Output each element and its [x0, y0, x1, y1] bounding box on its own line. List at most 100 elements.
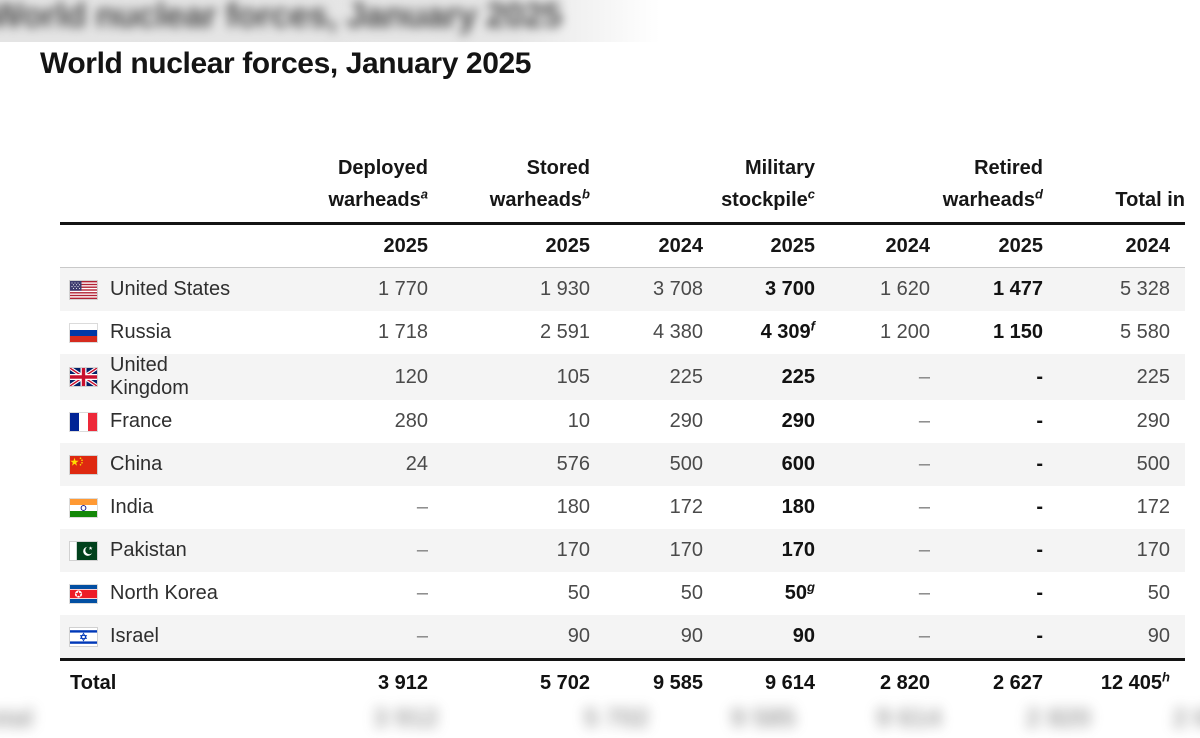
country-cell: Russia: [60, 311, 240, 354]
value-cell: 50g: [784, 579, 815, 604]
value-cell: 24: [405, 453, 428, 475]
ghost-total-value: 9 614: [876, 703, 942, 733]
country-cell: North Korea: [60, 572, 240, 615]
ghost-total-value: 2 627: [1172, 703, 1200, 733]
value-cell: 576: [556, 453, 590, 475]
value-cell: –: [918, 539, 930, 561]
year-cell: 2025: [428, 222, 590, 268]
value-cell: -: [1036, 539, 1043, 561]
flag-north-korea-icon: [70, 584, 97, 603]
table-body: United States 1 770 1 930 3 708 3 700 1 620 1 …: [60, 267, 1185, 660]
country-inner: France: [60, 410, 240, 433]
table-row: India – 180 172 180 – - 172: [60, 486, 1185, 529]
value-cell: –: [416, 496, 428, 518]
table-row: Pakistan – 170 170 170 – - 170: [60, 529, 1185, 572]
value-cell: 90: [792, 625, 815, 647]
country-cell: Israel: [60, 615, 240, 660]
value-cell: 50: [680, 582, 703, 604]
value-cell: -: [1036, 582, 1043, 604]
total-label-cell: Total: [60, 658, 240, 705]
country-cell: United Kingdom: [60, 354, 240, 400]
column-group-header: Military stockpilec: [590, 142, 815, 224]
value-cell: 1 930: [539, 278, 590, 300]
country-name: United States: [110, 278, 231, 300]
value-cell: 90: [567, 625, 590, 647]
ghost-total-value: 5 702: [583, 703, 649, 733]
footnote-marker: a: [420, 186, 428, 202]
year-cell: 2024: [590, 222, 703, 268]
total-value-cell: 3 912: [240, 658, 428, 705]
value-cell: 90: [680, 625, 703, 647]
country-inner: North Korea: [60, 582, 240, 605]
value-cell: 225: [1136, 365, 1170, 388]
value-cell: 172: [1136, 496, 1170, 518]
total-value-cell: 5 702: [428, 658, 590, 705]
country-name: France: [110, 410, 173, 432]
footnote-marker: c: [807, 186, 815, 202]
header-line1: Deployed: [337, 157, 428, 179]
country-cell: France: [60, 400, 240, 443]
total-value-cell: 9 614: [703, 658, 815, 705]
year-cell: 2025: [703, 222, 815, 268]
country-name: United Kingdom: [110, 354, 189, 399]
column-group-header: Stored warheadsb: [428, 142, 590, 224]
value-cell: -: [1036, 453, 1043, 475]
country-cell: Pakistan: [60, 529, 240, 572]
total-value-cell: 2 820: [815, 658, 930, 705]
value-cell: 5 580: [1119, 321, 1170, 343]
page-title: World nuclear forces, January 2025: [40, 47, 532, 80]
value-cell: 4 380: [652, 321, 703, 343]
header-line2: warheadsb: [489, 186, 590, 211]
table-row: Russia 1 718 2 591 4 380 4 309f 1 200 1 150 5 5…: [60, 311, 1185, 354]
flag-india-icon: [70, 498, 97, 517]
country-inner: Israel: [60, 625, 240, 648]
country-inner: China: [60, 453, 240, 476]
value-cell: 3 700: [764, 278, 815, 300]
value-cell: 170: [556, 539, 590, 561]
ghost-band: [0, 0, 660, 42]
value-cell: –: [918, 410, 930, 432]
country-inner: Russia: [60, 321, 240, 344]
value-cell: 4 309f: [760, 318, 815, 343]
value-cell: 50: [567, 582, 590, 604]
year-cell: 2024: [1043, 222, 1185, 268]
value-cell: 225: [669, 365, 703, 388]
value-cell: 1 718: [377, 321, 428, 343]
value-cell: –: [918, 625, 930, 647]
value-cell: –: [918, 365, 930, 388]
country-name: China: [110, 453, 163, 475]
value-cell: –: [416, 582, 428, 604]
header-line1: Military: [744, 157, 815, 179]
total-value-cell: 9 585: [590, 658, 703, 705]
year-row: 2025 2025 2024 2025 2024 2025 2024: [60, 222, 1185, 268]
ghost-total-value: 3 912: [373, 703, 439, 733]
footnote-marker: h: [1162, 668, 1170, 684]
footnote-marker: b: [582, 186, 590, 202]
value-cell: 225: [781, 365, 815, 388]
year-cell: 2024: [815, 222, 930, 268]
table-row: Israel – 90 90 90 – - 90: [60, 615, 1185, 660]
country-cell: India: [60, 486, 240, 529]
total-row: Total 3 912 5 702 9 585 9 614 2 820 2 627 12 40…: [60, 658, 1185, 705]
value-cell: 170: [1136, 539, 1170, 561]
ghost-title: World nuclear forces, January 2025: [0, 0, 562, 35]
value-cell: 1 477: [992, 278, 1043, 300]
value-cell: 3 708: [652, 278, 703, 300]
value-cell: 600: [781, 453, 815, 475]
country-name: Pakistan: [110, 539, 187, 561]
value-cell: 90: [1147, 625, 1170, 647]
total-value-cell: 12 405h: [1043, 658, 1185, 705]
country-header-cell: [60, 142, 240, 224]
ghost-top-strip: World nuclear forces, January 2025: [0, 0, 1200, 42]
country-inner: United States: [60, 278, 240, 301]
table-row: China 24 576 500 600 – - 500: [60, 443, 1185, 486]
country-inner: United Kingdom: [60, 354, 240, 400]
table-row: France 280 10 290 290 – - 290: [60, 400, 1185, 443]
footnote-marker: d: [1035, 186, 1043, 202]
value-cell: 1 200: [879, 321, 930, 343]
value-cell: 105: [556, 365, 590, 388]
country-inner: Pakistan: [60, 539, 240, 562]
value-cell: 170: [669, 539, 703, 561]
